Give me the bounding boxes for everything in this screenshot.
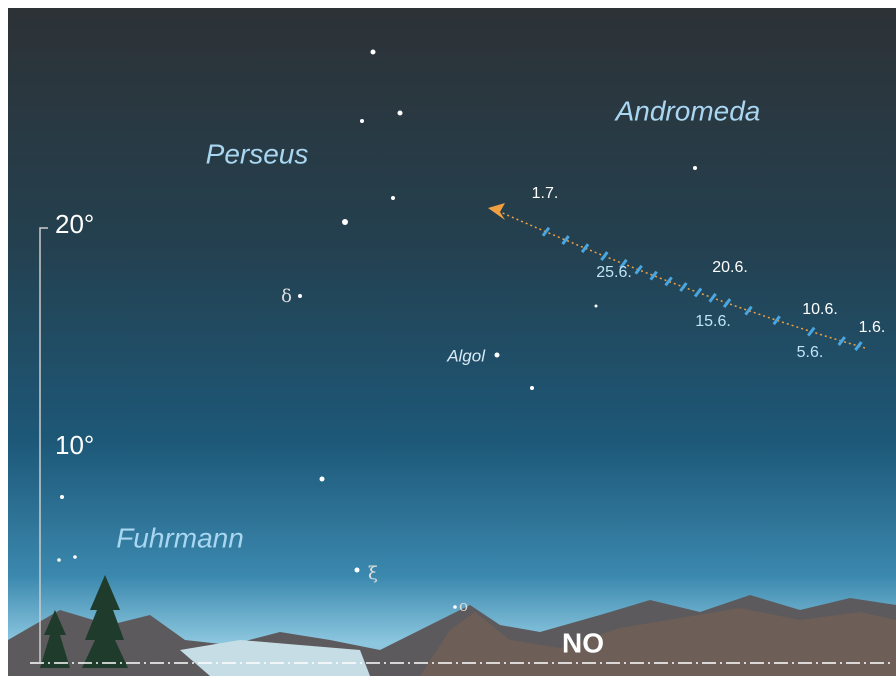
constellation-label: Andromeda (614, 95, 761, 126)
star (73, 555, 77, 559)
star (391, 196, 395, 200)
star (530, 386, 534, 390)
star (57, 558, 61, 562)
star (371, 50, 376, 55)
star (298, 294, 302, 298)
star (595, 305, 598, 308)
date-label: 1.7. (532, 185, 559, 202)
star-label: ξ (368, 563, 378, 584)
star (342, 219, 348, 225)
altitude-label: 20° (55, 209, 94, 239)
direction-label: NO (562, 627, 604, 658)
star (60, 495, 64, 499)
star (355, 568, 360, 573)
star-label: δ (281, 286, 292, 307)
date-label: 1.6. (859, 319, 886, 336)
star-label: Algol (446, 346, 486, 365)
date-label: 5.6. (797, 344, 824, 361)
star (693, 166, 697, 170)
altitude-label: 10° (55, 430, 94, 460)
star-label: o (459, 597, 468, 615)
date-label: 10.6. (802, 301, 838, 318)
date-label: 20.6. (712, 259, 748, 276)
date-label: 25.6. (596, 264, 632, 281)
star (495, 353, 500, 358)
star (320, 477, 325, 482)
date-label: 15.6. (695, 313, 731, 330)
star (360, 119, 364, 123)
constellation-label: Fuhrmann (116, 522, 244, 553)
star (398, 111, 403, 116)
sky-chart: Andromeda Perseus Fuhrmann δ Algol ξ o 2… (0, 0, 896, 683)
constellation-label: Perseus (206, 138, 309, 169)
sky (8, 8, 896, 676)
star (453, 605, 457, 609)
